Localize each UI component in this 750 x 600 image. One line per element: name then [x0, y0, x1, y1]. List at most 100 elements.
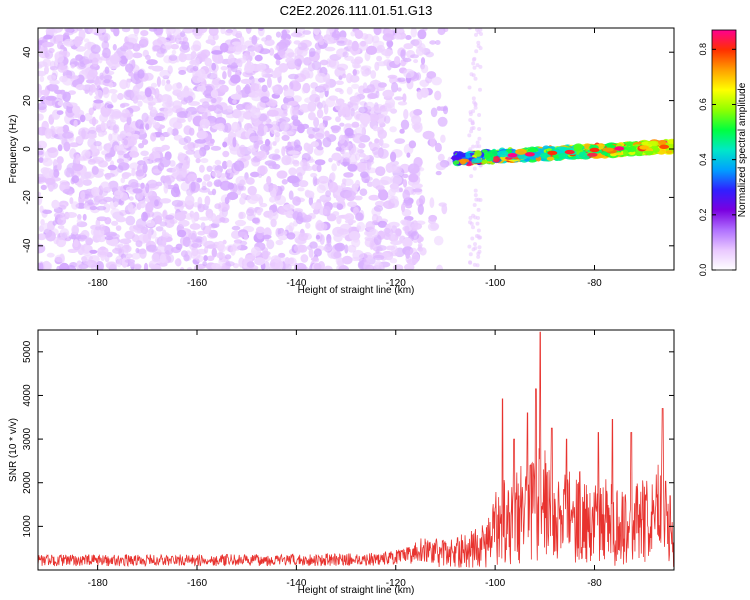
spectrogram-peak	[614, 146, 625, 151]
spectrogram-cell	[270, 218, 277, 228]
spectrogram-cell	[190, 44, 201, 52]
spectrogram-cell	[375, 166, 386, 177]
snr-x-tick-label: -120	[386, 578, 406, 589]
spectrogram-y-tick-label: 0	[22, 146, 33, 152]
spectrogram-peak	[659, 144, 670, 149]
spectrogram-cell	[88, 107, 95, 116]
spectrogram-cell	[185, 149, 196, 155]
spectrogram-cell	[167, 254, 175, 263]
spectrogram-cell	[244, 83, 251, 95]
spectrogram-cell	[102, 47, 111, 59]
spectrogram-cell	[121, 28, 131, 33]
spectrogram-cell	[197, 230, 206, 236]
spectrogram-cell	[283, 88, 295, 99]
spectrogram-cell	[104, 66, 110, 74]
spectrogram-cell	[135, 240, 143, 248]
spectrogram-cell	[258, 48, 271, 55]
spectrogram-cell	[64, 28, 74, 33]
spectrogram-cell	[395, 28, 405, 33]
spectrogram-cell	[347, 201, 358, 208]
spectrogram-cell	[91, 116, 97, 127]
spectrogram-cell	[336, 215, 342, 225]
spectrogram-cell	[39, 75, 45, 83]
spectrogram-cell	[365, 264, 375, 270]
spectrogram-cell	[546, 156, 555, 161]
spectrogram-cell	[100, 181, 111, 192]
spectrogram-cell	[38, 157, 44, 163]
spectrogram-cell	[89, 205, 98, 211]
spectrogram-cell	[471, 247, 476, 252]
spectrogram-cell	[187, 142, 193, 150]
spectrogram-cell	[477, 127, 482, 131]
spectrogram-cell	[190, 51, 197, 59]
spectrogram-cell	[402, 173, 409, 179]
spectrogram-cell	[390, 151, 397, 162]
spectrogram-cell	[227, 53, 235, 65]
snr-plot-area	[38, 330, 674, 570]
figure-title: C2E2.2026.111.01.51.G13	[280, 3, 433, 18]
spectrogram-cell	[322, 208, 328, 215]
spectrogram-cell	[429, 197, 435, 209]
spectrogram-cell	[230, 62, 238, 73]
spectrogram-cell	[347, 244, 357, 253]
spectrogram-cell	[348, 154, 358, 165]
spectrogram-cell	[537, 148, 544, 154]
spectrogram-cell	[47, 74, 57, 82]
spectrogram-cell	[412, 124, 421, 130]
spectrogram-cell	[411, 183, 423, 189]
spectrogram-cell	[174, 259, 180, 265]
spectrogram-y-ticks: -40 -20 0 20 40	[22, 46, 674, 253]
spectrogram-cell	[429, 136, 436, 148]
spectrogram-cell	[137, 248, 147, 255]
spectrogram-cell	[405, 35, 412, 40]
spectrogram-cell	[313, 208, 320, 215]
spectrogram-cell	[107, 233, 120, 240]
spectrogram-cell	[368, 113, 380, 122]
spectrogram-cell	[366, 160, 372, 171]
spectrogram-cell	[62, 188, 75, 195]
spectrogram-cell	[250, 108, 261, 119]
spectrogram-cell	[230, 74, 241, 84]
spectrogram-cell	[282, 230, 287, 236]
spectrogram-cell	[119, 103, 126, 108]
spectrogram-cell	[477, 113, 482, 117]
spectrogram-cell	[318, 38, 325, 46]
spectrogram-cell	[266, 239, 275, 250]
spectrogram-cells	[38, 28, 674, 270]
spectrogram-cell	[324, 130, 330, 138]
spectrogram-cell	[163, 183, 169, 194]
spectrogram-cell	[95, 219, 101, 228]
spectrogram-cell	[473, 105, 478, 110]
spectrogram-cell	[140, 29, 149, 37]
spectrogram-cell	[351, 40, 359, 52]
spectrogram-cell	[614, 152, 625, 156]
spectrogram-cell	[213, 179, 222, 187]
spectrogram-cell	[497, 150, 509, 158]
spectrogram-cell	[211, 97, 217, 104]
spectrogram-cell	[226, 191, 239, 201]
spectrogram-cell	[156, 244, 165, 254]
spectrogram-cell	[88, 69, 98, 78]
spectrogram-cell	[192, 65, 199, 72]
spectrogram-cell	[316, 164, 322, 173]
spectrogram-cell	[375, 185, 385, 191]
spectrogram-cell	[285, 145, 294, 151]
spectrogram-cell	[438, 202, 447, 207]
spectrogram-cell	[105, 261, 118, 270]
spectrogram-cell	[208, 213, 213, 222]
spectrogram-cell	[251, 35, 258, 45]
spectrogram-cell	[397, 101, 408, 106]
spectrogram-cell	[161, 144, 171, 151]
spectrogram-cell	[474, 150, 482, 157]
spectrogram-cell	[667, 138, 674, 145]
snr-x-tick-label: -140	[286, 578, 306, 589]
spectrogram-cell	[49, 66, 59, 71]
spectrogram-cell	[402, 189, 411, 201]
spectrogram-cell	[62, 124, 70, 134]
spectrogram-cell	[132, 84, 140, 95]
spectrogram-cell	[413, 59, 419, 64]
spectrogram-cell	[318, 84, 329, 89]
spectrogram-cell	[155, 226, 164, 232]
spectrogram-cell	[266, 77, 272, 88]
spectrogram-cell	[484, 152, 491, 160]
